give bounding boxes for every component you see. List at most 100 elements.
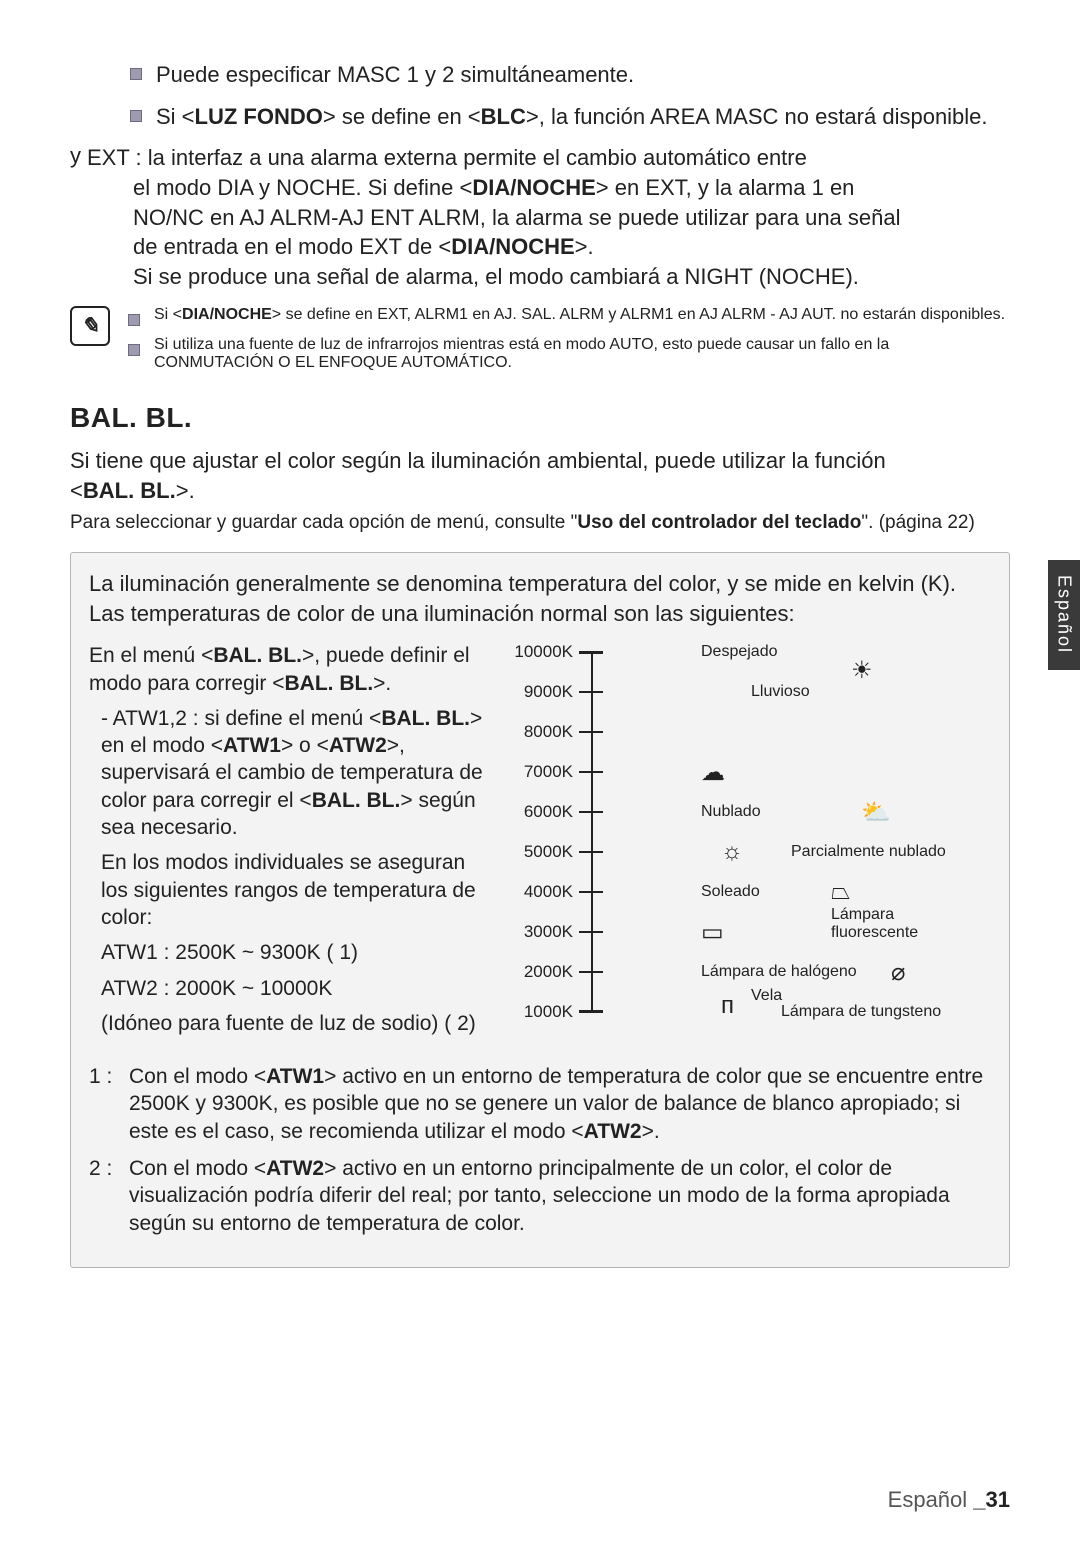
chart-annotation-icon: ☁ <box>701 758 725 787</box>
footer-lang: Español <box>888 1487 974 1512</box>
bold-term: ATW1 <box>223 734 281 757</box>
chart-annotation-icon: ⌀ <box>891 958 905 987</box>
axis-tick <box>579 651 603 653</box>
footer-page-number: _31 <box>973 1487 1010 1512</box>
axis-line: 10000K9000K8000K7000K6000K5000K4000K3000… <box>591 652 593 1012</box>
left-p1: En el menú <BAL. BL.>, puede definir el … <box>89 642 489 697</box>
bold-term: Uso del controlador del teclado <box>577 512 861 533</box>
ext-body: EXT : la interfaz a una alarma externa p… <box>87 143 1010 291</box>
axis-tick-label: 6000K <box>524 802 573 822</box>
axis-tick <box>579 1011 603 1013</box>
bold-term: DIA/NOCHE <box>182 306 272 323</box>
section-intro: Si tiene que ajustar el color según la i… <box>70 446 1010 505</box>
bold-term: BLC <box>481 104 526 129</box>
chart-annotation-label: Lámpara de halógeno <box>701 963 857 981</box>
axis-tick <box>579 931 603 933</box>
section-heading: BAL. BL. <box>70 402 1010 434</box>
chart-annotation-label: Despejado <box>701 643 778 661</box>
axis-tick-label: 7000K <box>524 762 573 782</box>
bold-term: DIA/NOCHE <box>451 234 574 259</box>
bold-term: ATW2 <box>266 1157 324 1180</box>
chart-annotation-icon: ᴨ <box>721 992 734 1020</box>
note-text: Si utiliza una fuente de luz de infrarro… <box>154 336 1010 372</box>
bullet-item: Puede especificar MASC 1 y 2 simultáneam… <box>130 60 1010 90</box>
note-text: Si <DIA/NOCHE> se define en EXT, ALRM1 e… <box>154 306 1005 326</box>
atw-range-1: ATW1 : 2500K ~ 9300K ( 1) <box>101 939 489 966</box>
bold-term: BAL. BL. <box>285 672 374 695</box>
bold-term: LUZ FONDO <box>195 104 323 129</box>
footnote-num: 2 : <box>89 1155 129 1237</box>
atw-range-3: (Idóneo para fuente de luz de sodio) ( 2… <box>101 1010 489 1037</box>
bold-term: BAL. BL. <box>213 644 302 667</box>
note-list: Si <DIA/NOCHE> se define en EXT, ALRM1 e… <box>128 306 1010 382</box>
footnote-list: 1 : Con el modo <ATW1> activo en un ento… <box>89 1063 991 1237</box>
axis-tick-label: 8000K <box>524 722 573 742</box>
bold-term: BAL. BL. <box>83 478 176 503</box>
axis-tick-label: 4000K <box>524 882 573 902</box>
bold-term: DIA/NOCHE <box>472 175 595 200</box>
chart-annotation-icon: ⏢ <box>831 878 850 906</box>
note-icon: ✎ <box>70 306 110 346</box>
ext-line: de entrada en el modo EXT de <DIA/NOCHE>… <box>87 232 1010 262</box>
bold-term: ATW1 <box>266 1065 324 1088</box>
axis-tick <box>579 731 603 733</box>
side-tab-label: Español <box>1054 575 1075 654</box>
axis-tick <box>579 691 603 693</box>
ext-label: EXT : <box>87 145 148 170</box>
ext-line: Si se produce una señal de alarma, el mo… <box>87 262 1010 292</box>
footnote-item: 2 : Con el modo <ATW2> activo en un ento… <box>89 1155 991 1237</box>
axis-tick-label: 3000K <box>524 922 573 942</box>
chart-annotation-label: Parcialmente nublado <box>791 843 946 861</box>
pencil-icon: ✎ <box>81 313 99 339</box>
bullet-text: Si <LUZ FONDO> se define en <BLC>, la fu… <box>156 102 988 132</box>
ext-block: y EXT : la interfaz a una alarma externa… <box>70 143 1010 291</box>
axis-tick <box>579 971 603 973</box>
color-temperature-chart: 10000K 9000K 8000K 7000K 6000K 5000K 4000K 3000… <box>507 642 991 1022</box>
chart-annotation-icon: ☼ <box>721 838 743 866</box>
top-bullet-group: Puede especificar MASC 1 y 2 simultáneam… <box>130 60 1010 131</box>
info-columns: En el menú <BAL. BL.>, puede definir el … <box>89 642 991 1045</box>
info-box: La iluminación generalmente se denomina … <box>70 552 1010 1268</box>
footnote-text: Con el modo <ATW1> activo en un entorno … <box>129 1063 991 1145</box>
bullet-square-icon <box>128 314 140 326</box>
axis-tick-label: 1000K <box>524 1002 573 1022</box>
footnote-item: 1 : Con el modo <ATW1> activo en un ento… <box>89 1063 991 1145</box>
atw-lead: - ATW1,2 : si define el menú <BAL. BL.> … <box>101 705 489 841</box>
atw-p2: En los modos individuales se aseguran lo… <box>101 849 489 931</box>
language-side-tab: Español <box>1048 560 1080 670</box>
chart-annotation-icon: ☀ <box>851 656 873 685</box>
bullet-item: Si <LUZ FONDO> se define en <BLC>, la fu… <box>130 102 1010 132</box>
bullet-text: Puede especificar MASC 1 y 2 simultáneam… <box>156 60 634 90</box>
axis-tick <box>579 771 603 773</box>
info-left-column: En el menú <BAL. BL.>, puede definir el … <box>89 642 489 1045</box>
axis-tick <box>579 891 603 893</box>
chart-annotation-label: Lámpara de tungsteno <box>781 1003 941 1021</box>
axis-tick <box>579 851 603 853</box>
footnote-text: Con el modo <ATW2> activo en un entorno … <box>129 1155 991 1237</box>
ext-line: el modo DIA y NOCHE. Si define <DIA/NOCH… <box>87 173 1010 203</box>
chart-annotation-label: Lluvioso <box>751 683 810 701</box>
atw-block: - ATW1,2 : si define el menú <BAL. BL.> … <box>101 705 489 1037</box>
note-item: Si utiliza una fuente de luz de infrarro… <box>128 336 1010 372</box>
info-intro: La iluminación generalmente se denomina … <box>89 569 991 628</box>
axis-tick <box>579 811 603 813</box>
bold-term: ATW2 <box>584 1120 642 1143</box>
chart-annotation-label: Vela <box>751 987 782 1005</box>
bold-term: ATW2 <box>329 734 387 757</box>
chart-annotation-icon: ⛅ <box>861 798 891 827</box>
axis-tick-label: 9000K <box>524 682 573 702</box>
ext-line: la interfaz a una alarma externa permite… <box>148 145 807 170</box>
bullet-square-icon <box>130 68 142 80</box>
axis-tick-label: 5000K <box>524 842 573 862</box>
chart-annotation-label: Nublado <box>701 803 761 821</box>
atw-range-2: ATW2 : 2000K ~ 10000K <box>101 975 489 1002</box>
bold-term: BAL. BL. <box>312 789 401 812</box>
page-footer: Español _31 <box>888 1487 1010 1513</box>
section-reference: Para seleccionar y guardar cada opción d… <box>70 511 1010 536</box>
chart-annotation-label: Lámpara fluorescente <box>831 906 951 942</box>
page: Puede especificar MASC 1 y 2 simultáneam… <box>0 0 1080 1543</box>
chart-annotation-icon: ▭ <box>701 918 724 947</box>
axis-tick-label: 10000K <box>514 642 573 662</box>
bullet-square-icon <box>130 110 142 122</box>
footnote-num: 1 : <box>89 1063 129 1145</box>
